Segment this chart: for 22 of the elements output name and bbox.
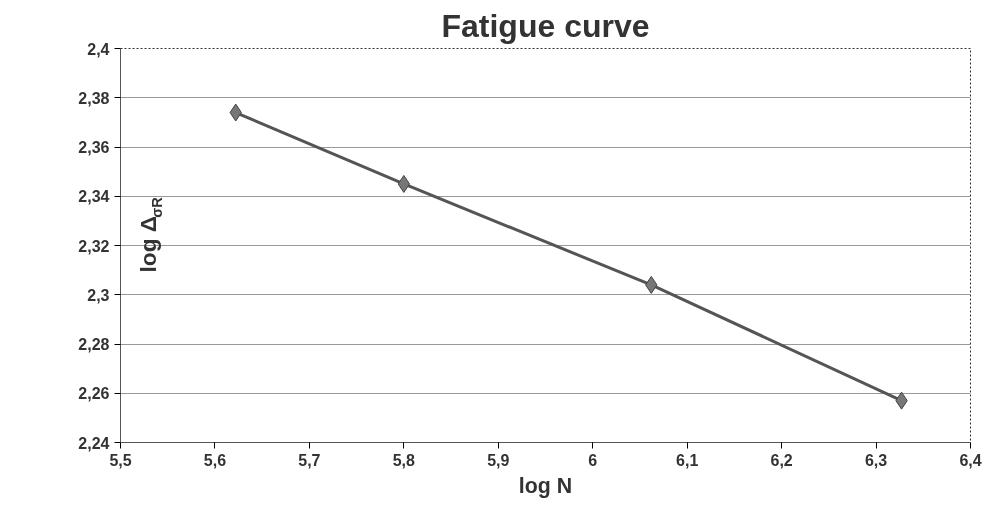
x-tick-label: 5,5 <box>109 451 132 469</box>
y-axis-title: log ΔσR <box>134 196 165 273</box>
y-tick-label: 2,24 <box>78 434 110 452</box>
x-tick-label: 5,7 <box>298 451 321 469</box>
y-tick-label: 2,38 <box>78 89 110 107</box>
y-tick-label: 2,36 <box>78 139 110 156</box>
x-tick-label: 5,9 <box>487 451 510 469</box>
x-tick-label: 6 <box>588 451 598 469</box>
x-tick-label: 5,8 <box>392 451 416 469</box>
y-tick-label: 2,34 <box>78 188 110 206</box>
y-tick-label: 2,4 <box>87 40 110 58</box>
y-tick-label: 2,32 <box>78 237 110 255</box>
x-tick-label: 6,1 <box>676 451 699 469</box>
y-tick-label: 2,26 <box>78 385 110 403</box>
x-tick-label: 6,2 <box>770 451 793 469</box>
x-tick-label: 6,3 <box>864 451 888 469</box>
y-tick-label: 2,3 <box>87 286 110 304</box>
chart-title: Fatigue curve <box>441 7 650 44</box>
y-tick-label: 2,28 <box>78 336 110 353</box>
x-tick-label: 6,4 <box>959 451 982 469</box>
x-axis-title: log N <box>518 473 573 498</box>
x-tick-label: 5,6 <box>203 451 227 469</box>
